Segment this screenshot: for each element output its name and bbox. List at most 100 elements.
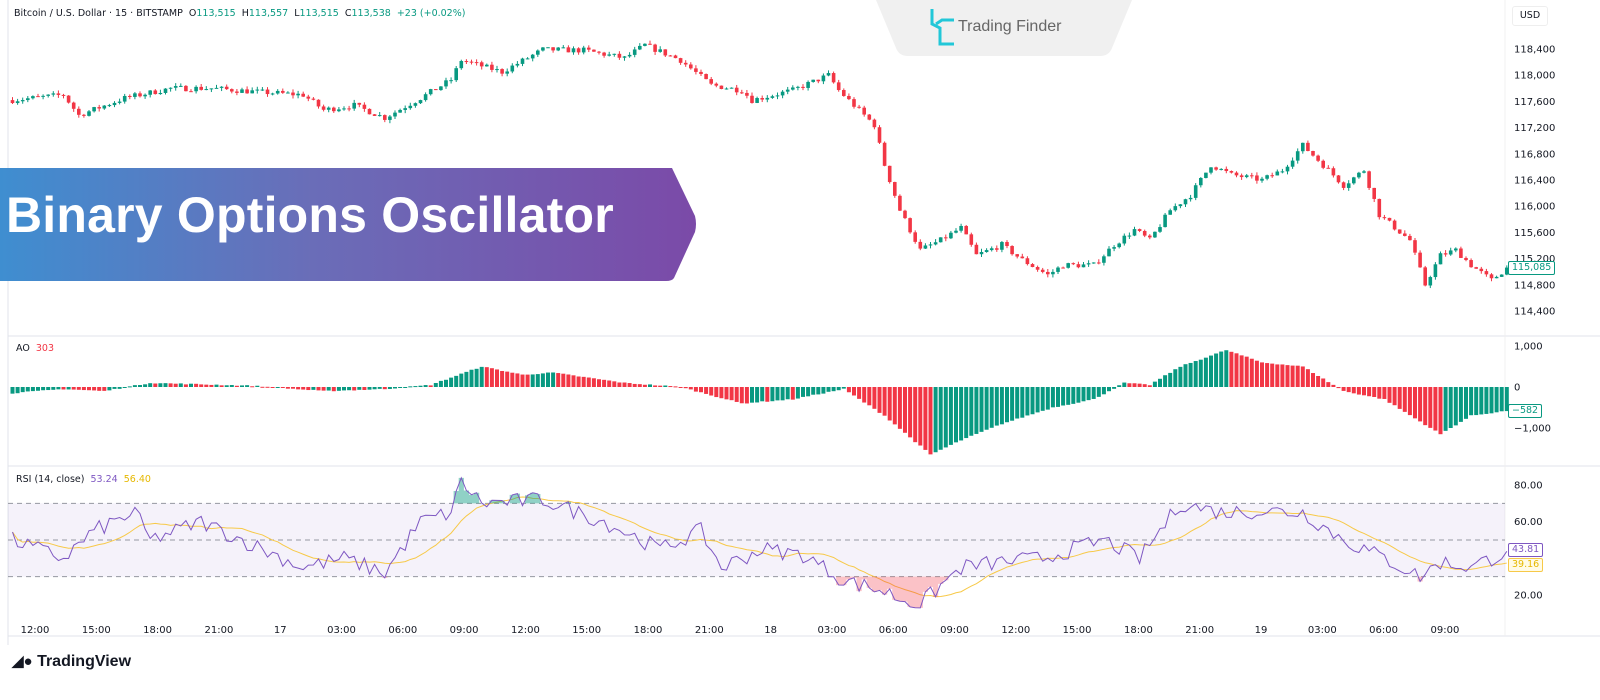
candle-body: [1183, 199, 1188, 205]
ao-bar: [1362, 387, 1366, 396]
candle-body: [1505, 267, 1509, 275]
ao-bar: [719, 387, 724, 399]
time-axis[interactable]: 12:00 15:00 18:00 21:00 17 03:00 06:00 09:00 12:…: [21, 625, 1460, 636]
candle-body: [1403, 233, 1407, 236]
candle-body: [785, 89, 790, 92]
candle-body: [638, 45, 642, 50]
ao-bar: [739, 387, 744, 404]
candle-body: [403, 108, 407, 110]
candle-body: [1331, 168, 1336, 176]
candle-body: [694, 68, 698, 72]
ao-bar: [1305, 369, 1310, 387]
price-tick: 114,400: [1514, 307, 1555, 318]
ao-bar: [897, 387, 902, 429]
ao-bar: [979, 387, 984, 432]
ao-bar: [291, 387, 295, 389]
candle-body: [530, 54, 535, 59]
candle-body: [510, 65, 515, 72]
ao-bar: [1469, 387, 1474, 416]
ao-bar: [362, 387, 367, 390]
candle-body: [199, 86, 203, 90]
ao-bar: [413, 386, 418, 388]
ao-bar: [974, 387, 979, 434]
ao-bar: [668, 386, 673, 388]
ao-bar: [877, 387, 882, 413]
ao-bar: [219, 385, 224, 387]
candle-body: [1204, 172, 1208, 178]
ao-bar: [862, 387, 867, 403]
candle-body: [1459, 248, 1463, 258]
ao-bar: [1484, 387, 1489, 414]
candle-body: [1239, 175, 1244, 178]
candle-body: [107, 105, 112, 107]
ao-bar: [265, 386, 270, 388]
candle-body: [1494, 276, 1499, 279]
time-tick: 06:00: [879, 625, 908, 636]
ao-bar: [943, 387, 948, 448]
ao-bar: [602, 379, 607, 387]
ao-bar: [1112, 387, 1117, 389]
time-tick: 09:00: [940, 625, 969, 636]
candle-body: [1454, 248, 1458, 251]
time-tick: 18:00: [634, 625, 663, 636]
ao-bar: [1413, 387, 1417, 419]
ao-bar: [663, 385, 668, 387]
candle-body: [1382, 217, 1387, 219]
candle-body: [1321, 160, 1325, 168]
ao-bar: [500, 370, 505, 387]
time-tick: 15:00: [1063, 625, 1092, 636]
ao-bar: [1418, 387, 1423, 422]
candle-body: [740, 92, 744, 94]
candle-body: [1214, 167, 1218, 170]
candle-body: [1311, 151, 1315, 156]
candle-body: [1316, 155, 1320, 161]
currency-button[interactable]: USD: [1512, 6, 1548, 26]
ao-bar: [821, 387, 826, 394]
candle-body: [326, 107, 331, 110]
ao-bar: [831, 387, 836, 392]
ao-bar: [826, 387, 831, 392]
ao-bar: [724, 387, 729, 400]
ao-bar: [1117, 385, 1122, 387]
ao-bar: [357, 387, 362, 390]
ao-bar: [280, 387, 285, 388]
candle-body: [235, 91, 239, 93]
ao-bar: [1178, 366, 1183, 387]
candle-body: [1443, 253, 1448, 255]
ao-bar: [331, 387, 336, 392]
ao-bar: [76, 387, 81, 390]
candle-body: [989, 248, 994, 251]
ao-bar: [1137, 383, 1142, 387]
time-tick: 15:00: [82, 625, 111, 636]
ao-tick: 0: [1514, 383, 1520, 394]
candle-body: [750, 95, 754, 103]
ao-bar: [1127, 383, 1132, 387]
candle-body: [204, 89, 209, 91]
ao-bar: [469, 369, 474, 387]
ao-bar: [627, 383, 632, 387]
candle-body: [1071, 263, 1076, 265]
candle-body: [102, 105, 107, 109]
candle-body: [847, 95, 851, 100]
candle-body: [1188, 197, 1193, 200]
ao-bar: [1249, 358, 1254, 387]
time-tick: 18:00: [143, 625, 172, 636]
candle-body: [571, 48, 576, 53]
candle-body: [1020, 256, 1025, 259]
ao-bar: [1260, 362, 1264, 387]
candle-body: [770, 96, 775, 98]
ao-bar: [510, 372, 515, 387]
ao-bar: [836, 387, 841, 391]
candle-body: [485, 64, 489, 67]
price-axis[interactable]: 118,400 118,000 117,600 117,200 116,800 116,4…: [1514, 45, 1555, 602]
candle-body: [928, 244, 933, 246]
ao-bar: [1499, 387, 1504, 412]
candle-body: [872, 119, 877, 128]
candle-body: [862, 107, 866, 115]
ao-bar: [683, 387, 688, 389]
ao-bar: [1234, 353, 1239, 387]
candle-body: [1438, 253, 1443, 265]
ao-bar: [1443, 387, 1448, 431]
ao-bar: [168, 383, 173, 387]
